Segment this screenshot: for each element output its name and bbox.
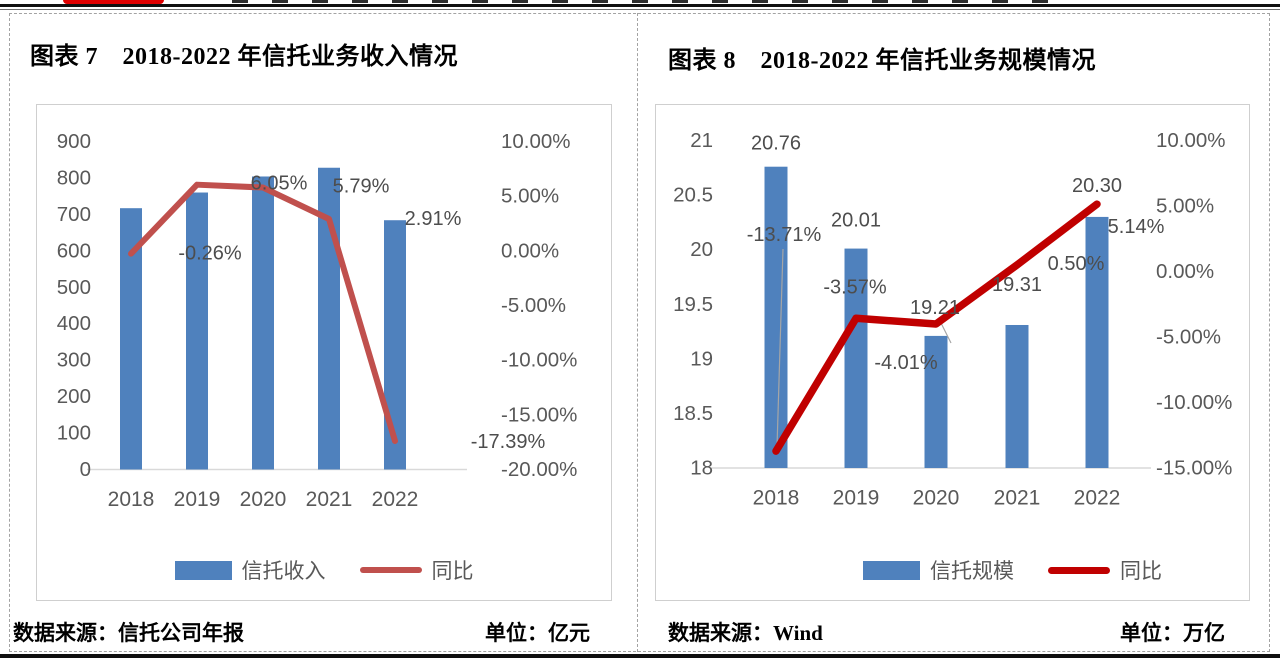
legend-label-line: 同比 xyxy=(1120,560,1162,583)
right-axis-tick: 10.00% xyxy=(501,130,571,153)
figure8-title: 图表 8 2018-2022 年信托业务规模情况 xyxy=(668,48,1096,74)
figure7-combo-chart: 900 800 700 600 500 400 300 200 100 0 10.00% 5.00% 0… xyxy=(57,130,578,511)
left-axis-tick: 19.5 xyxy=(673,293,713,316)
line-value-label-2021: 2.91% xyxy=(405,208,462,230)
line-value-label-2019: 6.05% xyxy=(251,173,308,195)
left-axis-tick: 200 xyxy=(57,385,91,408)
line-value-label-2020: -4.01% xyxy=(874,352,938,374)
x-axis-label-2018: 2018 xyxy=(753,487,800,510)
right-axis-tick: -15.00% xyxy=(1156,457,1232,480)
figure8-chart-card: 21 20.5 20 19.5 19 18.5 18 10.00% 5.00% 0.00% -5.0… xyxy=(655,104,1250,601)
line-value-label-2018: -13.71% xyxy=(747,224,822,246)
right-axis-tick: -5.00% xyxy=(1156,326,1221,349)
legend-label-bar: 信托规模 xyxy=(930,560,1014,583)
x-axis-label-2022: 2022 xyxy=(372,488,419,511)
bottom-thick-rule xyxy=(0,654,1280,658)
x-axis-label-2021: 2021 xyxy=(306,488,353,511)
left-axis-tick: 21 xyxy=(690,129,713,152)
top-thick-rule xyxy=(0,4,1280,7)
bar-legend-swatch xyxy=(863,560,920,580)
figure8-combo-chart: 21 20.5 20 19.5 19 18.5 18 10.00% 5.00% 0.00% -5.0… xyxy=(673,129,1232,510)
x-axis-label-2020: 2020 xyxy=(913,487,960,510)
left-axis-tick: 800 xyxy=(57,166,91,189)
bar-legend-swatch xyxy=(174,560,232,580)
panel-divider xyxy=(637,13,638,652)
bar-value-label-2021: 19.31 xyxy=(992,274,1042,296)
bar-value-label-2018: 20.76 xyxy=(751,133,801,155)
right-axis-tick: -10.00% xyxy=(1156,391,1232,414)
left-axis-tick: 0 xyxy=(80,458,91,481)
top-thin-rule xyxy=(0,9,1280,10)
left-axis-tick: 18.5 xyxy=(673,402,713,425)
x-axis-label-2022: 2022 xyxy=(1074,487,1121,510)
line-value-label-2021: 0.50% xyxy=(1048,253,1105,275)
right-axis-tick: -10.00% xyxy=(501,349,577,372)
x-axis-label-2019: 2019 xyxy=(833,487,880,510)
legend-label-bar: 信托收入 xyxy=(241,560,326,583)
left-axis-tick: 600 xyxy=(57,239,91,262)
figure7-source: 数据来源：信托公司年报 xyxy=(13,621,244,645)
left-axis-tick: 300 xyxy=(57,349,91,372)
left-axis-tick: 20.5 xyxy=(673,184,713,207)
figure7-legend: 信托收入 同比 xyxy=(37,555,611,585)
line-value-label-2019: -3.57% xyxy=(823,276,887,298)
right-axis-tick: 0.00% xyxy=(501,239,559,262)
left-axis-tick: 18 xyxy=(690,457,713,480)
left-axis-tick: 900 xyxy=(57,130,91,153)
growth-line xyxy=(128,181,398,444)
line-value-label-2020: 5.79% xyxy=(333,176,390,198)
right-axis-tick: -20.00% xyxy=(501,458,577,481)
figure8-source: 数据来源：Wind xyxy=(668,621,823,645)
bar-2022 xyxy=(1085,216,1109,468)
right-axis-tick: 5.00% xyxy=(1156,195,1214,218)
line-value-label-2022: 5.14% xyxy=(1108,216,1165,238)
line-legend-swatch xyxy=(359,567,422,573)
label-leader-line xyxy=(776,248,784,448)
bar-2018 xyxy=(764,166,788,468)
x-axis-label-2021: 2021 xyxy=(994,487,1041,510)
legend-label-line: 同比 xyxy=(431,560,474,583)
clipped-text-remnants xyxy=(232,0,1062,3)
right-axis-tick: 0.00% xyxy=(1156,260,1214,283)
table-dashed-border xyxy=(9,13,1270,652)
bar-2019 xyxy=(844,248,868,468)
left-axis-tick: 700 xyxy=(57,203,91,226)
clipped-red-highlight xyxy=(63,0,164,4)
figure8-legend: 信托规模 同比 xyxy=(656,555,1249,585)
bar-2020 xyxy=(252,176,274,470)
left-axis-tick: 20 xyxy=(690,238,713,261)
bar-value-label-2022: 20.30 xyxy=(1072,175,1122,197)
x-axis-label-2019: 2019 xyxy=(174,488,221,511)
bar-2018 xyxy=(120,208,142,470)
line-value-label-2018: -0.26% xyxy=(178,243,242,265)
left-axis-tick: 500 xyxy=(57,276,91,299)
growth-line xyxy=(772,200,1101,455)
x-axis-label-2020: 2020 xyxy=(240,488,287,511)
bar-value-label-2020: 19.21 xyxy=(910,297,960,319)
bar-2019 xyxy=(186,192,208,470)
line-legend-swatch xyxy=(1048,566,1110,574)
figure7-unit: 单位：亿元 xyxy=(485,621,590,645)
bar-2021 xyxy=(1005,324,1029,468)
bar-2020 xyxy=(924,335,948,468)
x-axis-label-2018: 2018 xyxy=(108,488,155,511)
right-axis-tick: -5.00% xyxy=(501,294,566,317)
figure7-chart-card: 900 800 700 600 500 400 300 200 100 0 10.00% 5.00% 0… xyxy=(36,104,612,601)
bar-2022 xyxy=(384,220,406,470)
figure8-unit: 单位：万亿 xyxy=(1120,621,1225,645)
left-axis-tick: 100 xyxy=(57,422,91,445)
left-axis-tick: 19 xyxy=(690,347,713,370)
right-axis-tick: 10.00% xyxy=(1156,129,1226,152)
right-axis-tick: -15.00% xyxy=(501,403,577,426)
bar-value-label-2019: 20.01 xyxy=(831,210,881,232)
right-axis-tick: 5.00% xyxy=(501,185,559,208)
figure7-title: 图表 7 2018-2022 年信托业务收入情况 xyxy=(30,44,458,70)
left-axis-tick: 400 xyxy=(57,312,91,335)
line-value-label-2022: -17.39% xyxy=(471,431,546,453)
